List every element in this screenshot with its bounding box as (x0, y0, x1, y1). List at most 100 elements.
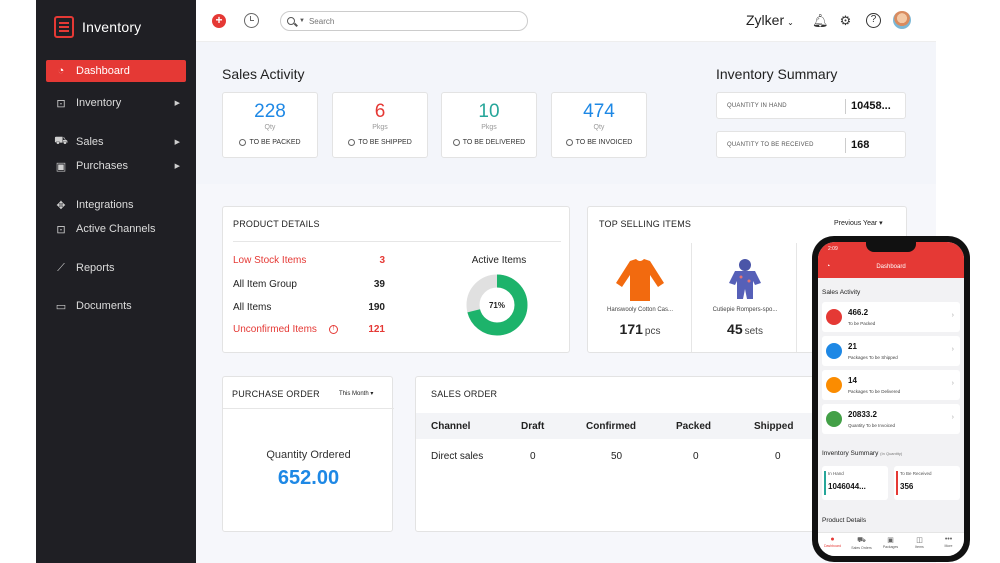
chevron-right-icon: › (951, 312, 954, 319)
delivery-icon (826, 377, 842, 393)
mobile-tab-packages[interactable]: ▣ Packages (876, 536, 905, 549)
status-time: 2:09 (828, 246, 838, 252)
notifications-bell-icon[interactable]: 🔔︎ (812, 13, 829, 28)
activity-card-to-be-packed[interactable]: 228 Qty TO BE PACKED (222, 92, 318, 158)
puzzle-icon: ✥ (56, 199, 66, 212)
more-dots-icon: ••• (944, 536, 953, 543)
card-label: Packages To be Shipped (848, 355, 898, 360)
column-header: Shipped (754, 421, 794, 432)
sidebar-item-reports[interactable]: ⟋ Reports (46, 257, 186, 279)
search-filter-dropdown-icon[interactable]: ▼ (299, 18, 305, 24)
sidebar-item-label: Documents (76, 300, 132, 312)
activity-value: 10 (478, 101, 500, 122)
row-value: 190 (368, 302, 385, 313)
tab-label: Dashboard (823, 544, 842, 548)
sidebar-item-documents[interactable]: ▭ Documents (46, 295, 186, 317)
activity-unit: Pkgs (481, 124, 497, 131)
sales-activity-title: Sales Activity (222, 66, 305, 82)
mobile-activity-card[interactable]: 14 Packages To be Delivered › (822, 370, 960, 400)
mobile-inventory-in-hand[interactable]: In Hand 1046044... (822, 466, 888, 500)
period-dropdown[interactable]: This Month ▾ (339, 390, 373, 397)
activity-unit: Pkgs (372, 124, 388, 131)
activity-unit: Qty (593, 124, 605, 131)
card-label: Quantity To be Invoiced (848, 423, 895, 428)
sidebar-item-active-channels[interactable]: ⊡ Active Channels (46, 218, 186, 240)
activity-card-to-be-invoiced[interactable]: 474 Qty TO BE INVOICED (551, 92, 647, 158)
quantity-ordered-value: 652.00 (277, 467, 340, 489)
item-qty: 45 sets (693, 321, 797, 337)
brand[interactable]: Inventory (54, 16, 141, 38)
chevron-right-icon: › (951, 346, 954, 353)
help-icon[interactable]: ? (866, 13, 881, 28)
org-name: Zylker (746, 12, 785, 28)
card-value: 21 (848, 342, 857, 351)
quick-create-button[interactable]: + (212, 14, 226, 28)
invoice-icon (826, 411, 842, 427)
sidebar-item-label: Active Channels (76, 223, 156, 235)
product-details-title: PRODUCT DETAILS (233, 219, 320, 229)
avatar[interactable] (893, 11, 911, 29)
column-header: Draft (521, 421, 545, 432)
row-label: All Items (233, 302, 272, 313)
indicator-bar (896, 471, 898, 495)
qty-value: 45 (727, 321, 743, 337)
activity-card-to-be-shipped[interactable]: 6 Pkgs TO BE SHIPPED (332, 92, 428, 158)
sidebar-item-sales[interactable]: ⛟ Sales ▶ (46, 131, 186, 153)
mobile-tab-sales-orders[interactable]: ⛟ Sales Orders (847, 536, 876, 550)
card-value: 466.2 (848, 308, 869, 317)
active-items-label: Active Items (471, 255, 527, 266)
bell-icon[interactable]: ◔ (826, 263, 831, 270)
recent-history-icon[interactable] (244, 13, 259, 28)
qty-unit: sets (744, 326, 763, 337)
indicator-bar (824, 471, 826, 495)
activity-card-to-be-delivered[interactable]: 10 Pkgs TO BE DELIVERED (441, 92, 537, 158)
quantity-ordered-label: Quantity Ordered (266, 449, 351, 461)
table-row[interactable]: Direct sales 0 50 0 0 (416, 439, 834, 473)
tab-label: Packages (882, 545, 899, 549)
column-header: Channel (431, 421, 471, 432)
mobile-activity-card[interactable]: 21 Packages To be Shipped › (822, 336, 960, 366)
tab-label: More (944, 544, 953, 548)
inventory-value: 1046044... (828, 482, 866, 491)
purchase-order-panel: PURCHASE ORDER This Month ▾ Quantity Ord… (222, 376, 394, 532)
mobile-tab-more[interactable]: ••• More (934, 536, 963, 548)
chevron-right-icon: ▶ (174, 163, 180, 170)
top-selling-item[interactable]: Hanswooly Cotton Cas... 171 pcs (588, 243, 692, 352)
mobile-screen: 2:09 ◔ Dashboard Sales Activity 466.2 To… (818, 242, 964, 556)
card-value: 20833.2 (848, 410, 877, 419)
period-dropdown[interactable]: Previous Year ▾ (834, 219, 883, 227)
chevron-down-icon: ▾ (879, 220, 883, 227)
divider (845, 99, 846, 114)
sidebar-item-inventory[interactable]: ⊡ Inventory ▶ (46, 92, 186, 114)
org-switcher[interactable]: Zylker ⌄ (746, 12, 794, 28)
sidebar-item-dashboard[interactable]: ◔ Dashboard (46, 60, 186, 82)
phone-notch (866, 242, 916, 252)
truck-icon (826, 343, 842, 359)
dashboard-icon: ● (830, 536, 835, 543)
inventory-value: 10458... (851, 100, 891, 112)
info-icon[interactable]: ! (329, 325, 338, 334)
cart-icon: ⛟ (54, 135, 68, 147)
mobile-inventory-to-be-received[interactable]: To Be Received 356 (894, 466, 960, 500)
column-header: Packed (676, 421, 712, 432)
chart-icon: ⟋ (57, 261, 65, 274)
inventory-quantity-in-hand[interactable]: QUANTITY IN HAND 10458... (716, 92, 906, 119)
mobile-tab-dashboard[interactable]: ● Dashboard (818, 536, 847, 548)
settings-gear-icon[interactable]: ⚙ (839, 13, 852, 28)
search-box[interactable]: ▼ (280, 11, 528, 31)
top-selling-item[interactable]: Cutiepie Rompers-spo... 45 sets (693, 243, 797, 352)
inventory-icon: ⊡ (56, 97, 66, 110)
activity-value: 6 (374, 101, 386, 122)
mobile-tab-items[interactable]: ◫ Items (905, 536, 934, 549)
table-cell: Direct sales (431, 451, 484, 462)
sidebar-item-purchases[interactable]: ▣ Purchases ▶ (46, 155, 186, 177)
card-label: To be Packed (848, 321, 876, 326)
chevron-down-icon: ▾ (370, 391, 374, 397)
inventory-quantity-to-be-received[interactable]: QUANTITY TO BE RECEIVED 168 (716, 131, 906, 158)
sidebar-item-integrations[interactable]: ✥ Integrations (46, 194, 186, 216)
mobile-activity-card[interactable]: 20833.2 Quantity To be Invoiced › (822, 404, 960, 434)
channels-icon: ⊡ (56, 223, 66, 236)
search-input[interactable] (308, 16, 509, 26)
mobile-activity-card[interactable]: 466.2 To be Packed › (822, 302, 960, 332)
sidebar: Inventory ◔ Dashboard ⊡ Inventory ▶ ⛟ Sa… (36, 0, 196, 563)
